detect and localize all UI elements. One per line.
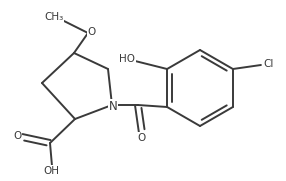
Text: O: O xyxy=(88,27,96,37)
Text: N: N xyxy=(109,100,117,113)
Text: O: O xyxy=(13,131,21,141)
Text: CH₃: CH₃ xyxy=(44,12,63,22)
Text: OH: OH xyxy=(43,166,59,176)
Text: O: O xyxy=(137,133,145,143)
Text: HO: HO xyxy=(119,54,135,64)
Text: Cl: Cl xyxy=(264,59,274,69)
